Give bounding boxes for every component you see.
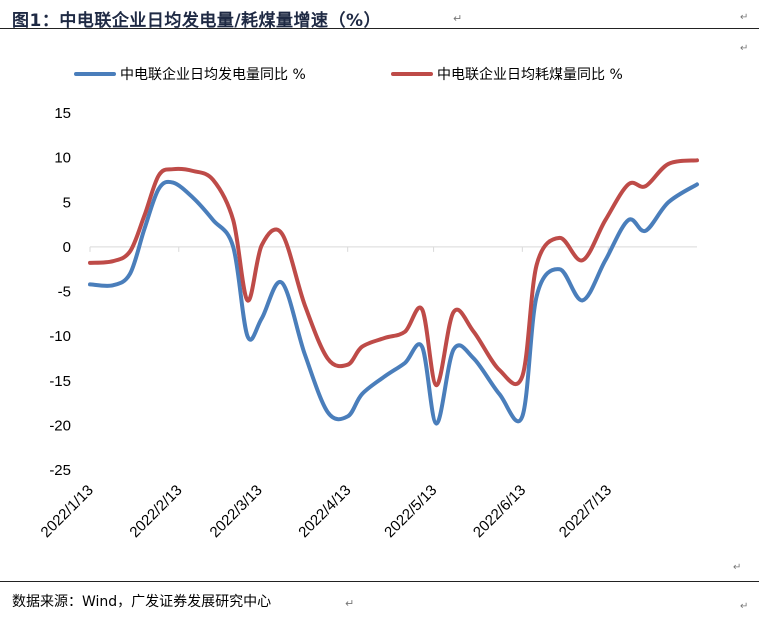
series-line-coal-consumption (88, 158, 699, 388)
x-tick-label: 2022/5/13 (381, 482, 440, 541)
x-tick-label: 2022/3/13 (207, 482, 266, 541)
y-tick-label: -25 (49, 462, 71, 479)
y-tick-label: -5 (58, 284, 71, 301)
x-tick-label: 2022/7/13 (556, 482, 615, 541)
y-tick-label: -15 (49, 373, 71, 390)
legend-label: 中电联企业日均发电量同比 % (120, 66, 306, 83)
x-tick-label: 2022/4/13 (295, 482, 354, 541)
return-mark: ↵ (733, 562, 742, 573)
y-tick-label: -20 (49, 417, 71, 434)
top-rule (0, 28, 759, 29)
return-mark: ↵ (453, 12, 463, 25)
x-tick-label: 2022/2/13 (126, 482, 185, 541)
source-note: 数据来源：Wind，广发证券发展研究中心 (12, 594, 272, 610)
return-mark: ↵ (345, 597, 355, 610)
y-tick-label: 15 (54, 105, 71, 122)
x-tick-label: 2022/6/13 (470, 482, 529, 541)
chart-legend: 中电联企业日均发电量同比 % 中电联企业日均耗煤量同比 % (74, 66, 623, 83)
x-axis-ticks: 2022/1/13 2022/2/13 2022/3/13 2022/4/13 2022… (38, 246, 615, 541)
y-tick-label: 0 (63, 239, 71, 256)
x-tick-label: 2022/1/13 (38, 482, 97, 541)
y-tick-label: 10 (54, 150, 71, 167)
y-tick-label: -10 (49, 328, 71, 345)
return-mark: ↵ (740, 601, 749, 612)
chart-series (88, 158, 699, 426)
series-line-power-generation (88, 179, 699, 426)
legend-label: 中电联企业日均耗煤量同比 % (437, 66, 623, 83)
return-mark: ↵ (740, 12, 749, 23)
y-axis-ticks: 15 10 5 0 -5 -10 -15 -20 -25 (49, 105, 71, 479)
return-mark: ↵ (740, 43, 749, 54)
chart-title: 图1：中电联企业日均发电量/耗煤量增速（%） (12, 11, 382, 31)
bottom-rule (0, 581, 759, 582)
y-tick-label: 5 (63, 194, 71, 211)
